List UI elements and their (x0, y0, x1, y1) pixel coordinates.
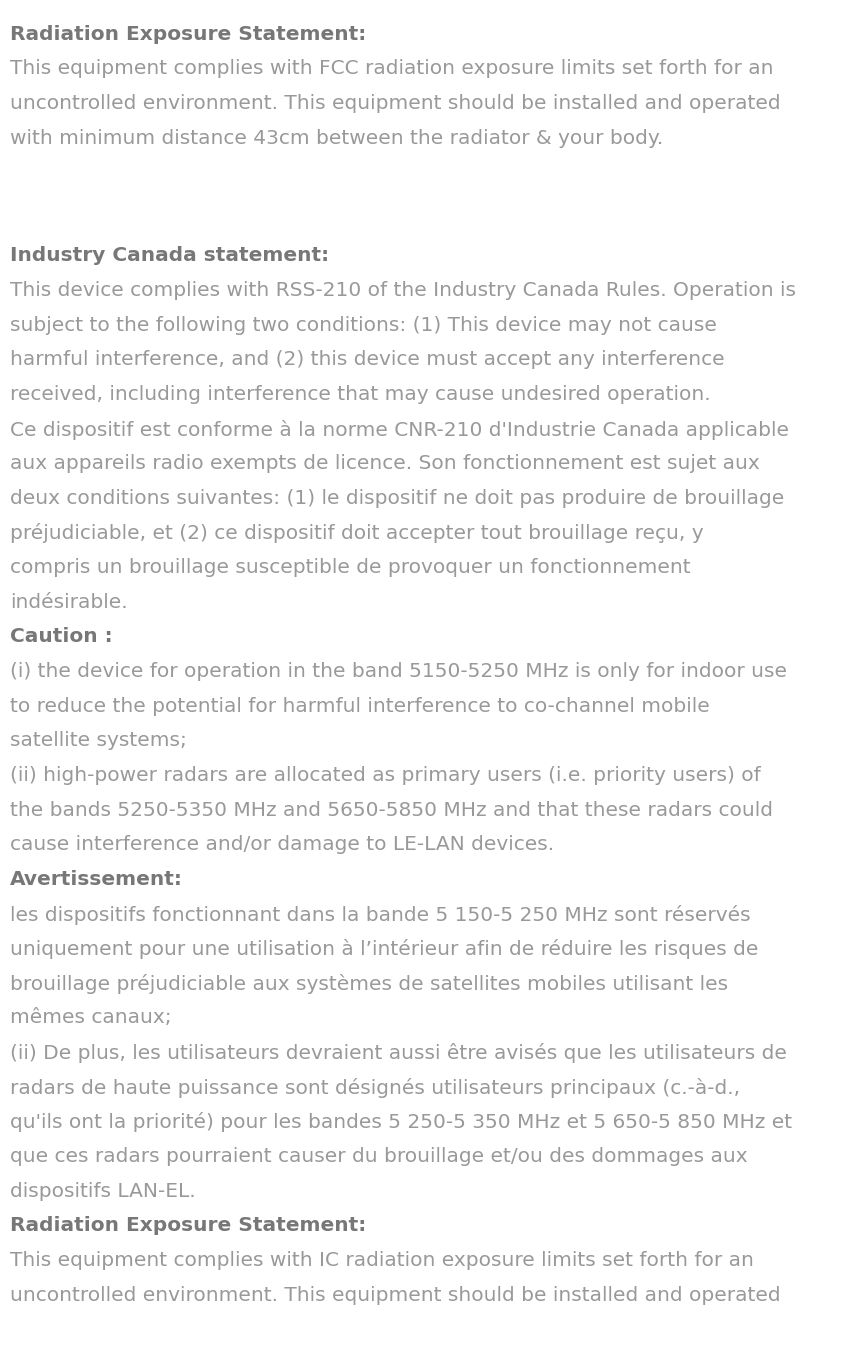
Text: (i) the device for operation in the band 5150-5250 MHz is only for indoor use: (i) the device for operation in the band… (10, 663, 787, 681)
Text: the bands 5250-5350 MHz and 5650-5850 MHz and that these radars could: the bands 5250-5350 MHz and 5650-5850 MH… (10, 801, 773, 819)
Text: Ce dispositif est conforme à la norme CNR-210 d'Industrie Canada applicable: Ce dispositif est conforme à la norme CN… (10, 420, 790, 439)
Text: mêmes canaux;: mêmes canaux; (10, 1008, 172, 1028)
Text: harmful interference, and (2) this device must accept any interference: harmful interference, and (2) this devic… (10, 350, 725, 369)
Text: (ii) De plus, les utilisateurs devraient aussi être avisés que les utilisateurs : (ii) De plus, les utilisateurs devraient… (10, 1043, 787, 1063)
Text: This device complies with RSS-210 of the Industry Canada Rules. Operation is: This device complies with RSS-210 of the… (10, 281, 797, 300)
Text: Radiation Exposure Statement:: Radiation Exposure Statement: (10, 25, 367, 44)
Text: (ii) high-power radars are allocated as primary users (i.e. priority users) of: (ii) high-power radars are allocated as … (10, 766, 761, 785)
Text: indésirable.: indésirable. (10, 593, 128, 612)
Text: brouillage préjudiciable aux systèmes de satellites mobiles utilisant les: brouillage préjudiciable aux systèmes de… (10, 974, 728, 993)
Text: satellite systems;: satellite systems; (10, 731, 187, 750)
Text: This equipment complies with IC radiation exposure limits set forth for an: This equipment complies with IC radiatio… (10, 1251, 754, 1270)
Text: cause interference and/or damage to LE-LAN devices.: cause interference and/or damage to LE-L… (10, 836, 555, 855)
Text: uniquement pour une utilisation à l’intérieur afin de réduire les risques de: uniquement pour une utilisation à l’inté… (10, 940, 759, 959)
Text: subject to the following two conditions: (1) This device may not cause: subject to the following two conditions:… (10, 316, 717, 335)
Text: préjudiciable, et (2) ce dispositif doit accepter tout brouillage reçu, y: préjudiciable, et (2) ce dispositif doit… (10, 524, 704, 543)
Text: aux appareils radio exempts de licence. Son fonctionnement est sujet aux: aux appareils radio exempts de licence. … (10, 454, 760, 473)
Text: to reduce the potential for harmful interference to co-channel mobile: to reduce the potential for harmful inte… (10, 697, 710, 716)
Text: Avertissement:: Avertissement: (10, 870, 183, 889)
Text: Caution :: Caution : (10, 627, 113, 646)
Text: qu'ils ont la priorité) pour les bandes 5 250-5 350 MHz et 5 650-5 850 MHz et: qu'ils ont la priorité) pour les bandes … (10, 1113, 792, 1132)
Text: uncontrolled environment. This equipment should be installed and operated: uncontrolled environment. This equipment… (10, 1286, 781, 1305)
Text: Industry Canada statement:: Industry Canada statement: (10, 247, 330, 265)
Text: les dispositifs fonctionnant dans la bande 5 150-5 250 MHz sont réservés: les dispositifs fonctionnant dans la ban… (10, 904, 751, 925)
Text: This equipment complies with FCC radiation exposure limits set forth for an: This equipment complies with FCC radiati… (10, 59, 774, 78)
Text: Radiation Exposure Statement:: Radiation Exposure Statement: (10, 1216, 367, 1235)
Text: que ces radars pourraient causer du brouillage et/ou des dommages aux: que ces radars pourraient causer du brou… (10, 1147, 748, 1166)
Text: uncontrolled environment. This equipment should be installed and operated: uncontrolled environment. This equipment… (10, 93, 781, 113)
Text: compris un brouillage susceptible de provoquer un fonctionnement: compris un brouillage susceptible de pro… (10, 558, 691, 578)
Text: received, including interference that may cause undesired operation.: received, including interference that ma… (10, 386, 711, 403)
Text: dispositifs LAN-EL.: dispositifs LAN-EL. (10, 1181, 196, 1200)
Text: deux conditions suivantes: (1) le dispositif ne doit pas produire de brouillage: deux conditions suivantes: (1) le dispos… (10, 488, 784, 508)
Text: radars de haute puissance sont désignés utilisateurs principaux (c.-à-d.,: radars de haute puissance sont désignés … (10, 1078, 740, 1098)
Text: with minimum distance 43cm between the radiator & your body.: with minimum distance 43cm between the r… (10, 129, 664, 148)
